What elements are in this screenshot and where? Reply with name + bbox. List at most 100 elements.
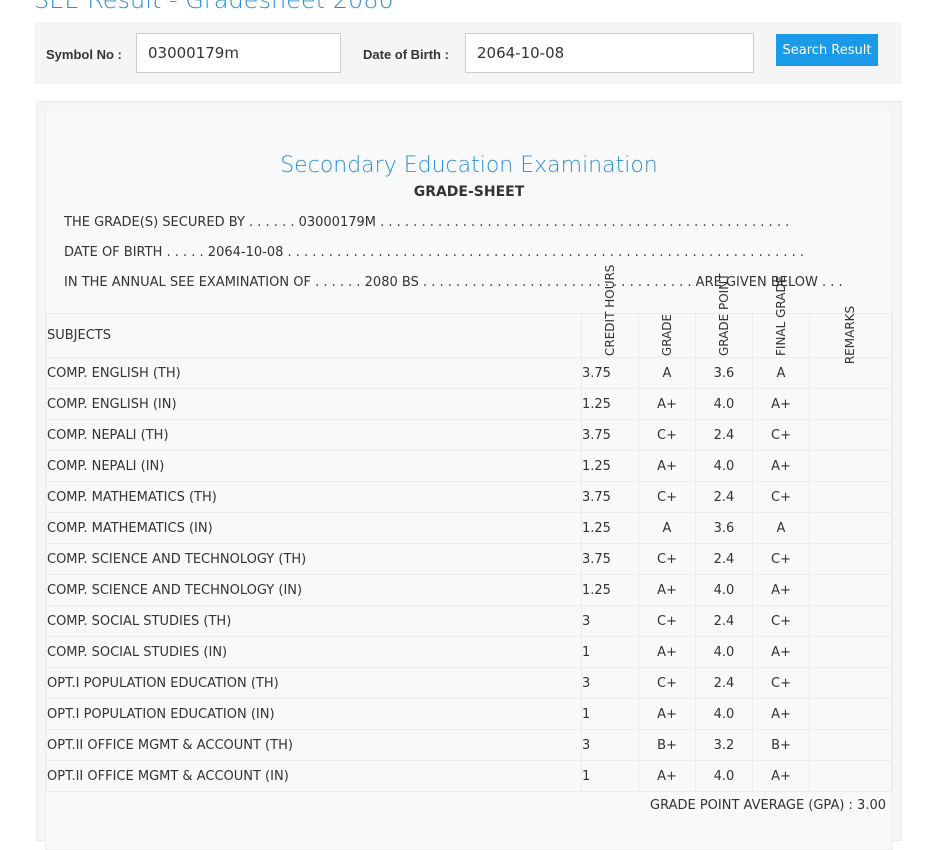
grade-point-cell: 4.0 [695, 574, 753, 606]
grade-cell: A [638, 357, 696, 389]
credit-hours-cell: 1 [581, 698, 639, 730]
subject-cell: COMP. SOCIAL STUDIES (IN) [46, 636, 582, 668]
final-grade-cell: A+ [752, 636, 810, 668]
grade-cell: C+ [638, 419, 696, 451]
grade-cell: A+ [638, 760, 696, 792]
final-grade-cell: A+ [752, 574, 810, 606]
grade-cell: A+ [638, 698, 696, 730]
subject-cell: OPT.I POPULATION EDUCATION (TH) [46, 667, 582, 699]
final-grade-cell: B+ [752, 729, 810, 761]
final-grade-cell: A+ [752, 388, 810, 420]
remarks-cell [809, 419, 892, 451]
final-grade-cell: C+ [752, 543, 810, 575]
final-grade-header: FINAL GRADE [752, 276, 810, 358]
grade-point-cell: 2.4 [695, 667, 753, 699]
remarks-cell [809, 512, 892, 544]
subject-cell: COMP. NEPALI (TH) [46, 419, 582, 451]
subject-cell: COMP. ENGLISH (TH) [46, 357, 582, 389]
credit-hours-cell: 1.25 [581, 574, 639, 606]
subject-cell: COMP. NEPALI (IN) [46, 450, 582, 482]
search-result-button[interactable]: Search Result [776, 34, 878, 66]
remarks-cell [809, 605, 892, 637]
grade-point-cell: 2.4 [695, 481, 753, 513]
remarks-cell [809, 574, 892, 606]
remarks-cell [809, 667, 892, 699]
table-row: COMP. SCIENCE AND TECHNOLOGY (IN) 1.25 A+ 4… [46, 574, 892, 606]
grade-cell: A+ [638, 450, 696, 482]
grade-cell: C+ [638, 605, 696, 637]
subject-cell: COMP. SCIENCE AND TECHNOLOGY (IN) [46, 574, 582, 606]
subject-cell: OPT.I POPULATION EDUCATION (IN) [46, 698, 582, 730]
table-row: OPT.I POPULATION EDUCATION (IN) 1 A+ 4.0 A+ [46, 698, 892, 730]
gradesheet-card: Secondary Education Examination GRADE-SH… [45, 110, 893, 850]
remarks-cell [809, 388, 892, 420]
table-row: COMP. NEPALI (IN) 1.25 A+ 4.0 A+ [46, 450, 892, 482]
credit-hours-cell: 3 [581, 729, 639, 761]
grade-point-cell: 2.4 [695, 419, 753, 451]
gradesheet-heading: GRADE-SHEET [413, 184, 525, 200]
final-grade-cell: A [752, 357, 810, 389]
grade-point-cell: 3.6 [695, 357, 753, 389]
final-grade-cell: C+ [752, 419, 810, 451]
credit-hours-cell: 3 [581, 605, 639, 637]
grade-cell: C+ [638, 667, 696, 699]
final-grade-cell: C+ [752, 605, 810, 637]
credit-hours-cell: 3.75 [581, 419, 639, 451]
credit-hours-header: CREDIT HOURS [581, 265, 639, 358]
subject-cell: COMP. MATHEMATICS (TH) [46, 481, 582, 513]
final-grade-cell: A+ [752, 698, 810, 730]
remarks-cell [809, 636, 892, 668]
gradesheet-panel: Secondary Education Examination GRADE-SH… [36, 101, 902, 850]
table-row: OPT.II OFFICE MGMT & ACCOUNT (TH) 3 B+ 3.2 B… [46, 729, 892, 761]
grade-point-cell: 2.4 [695, 543, 753, 575]
grade-cell: B+ [638, 729, 696, 761]
credit-hours-cell: 1 [581, 636, 639, 668]
table-row: OPT.II OFFICE MGMT & ACCOUNT (IN) 1 A+ 4.0 A… [46, 760, 892, 792]
dob-input[interactable] [465, 33, 754, 73]
remarks-cell [809, 357, 892, 389]
grade-point-cell: 4.0 [695, 388, 753, 420]
symbol-input[interactable] [136, 33, 341, 73]
grade-point-cell: 2.4 [695, 605, 753, 637]
table-row: OPT.I POPULATION EDUCATION (TH) 3 C+ 2.4 C+ [46, 667, 892, 699]
remarks-cell [809, 729, 892, 761]
credit-hours-cell: 1.25 [581, 450, 639, 482]
final-grade-cell: A [752, 512, 810, 544]
grade-point-header-label: GRADE POINT [717, 273, 731, 356]
remarks-header: REMARKS [809, 306, 892, 364]
grade-header: GRADE [638, 313, 696, 358]
grade-cell: C+ [638, 481, 696, 513]
exam-title: Secondary Education Examination [280, 153, 658, 178]
final-grade-cell: C+ [752, 667, 810, 699]
gpa-row: GRADE POINT AVERAGE (GPA) : 3.00 [46, 781, 892, 821]
dob-line: DATE OF BIRTH . . . . . 2064-10-08 . . .… [64, 245, 805, 260]
table-row: COMP. SOCIAL STUDIES (TH) 3 C+ 2.4 C+ [46, 605, 892, 637]
table-row: COMP. ENGLISH (TH) 3.75 A 3.6 A [46, 357, 892, 389]
table-row: COMP. MATHEMATICS (IN) 1.25 A 3.6 A [46, 512, 892, 544]
symbol-label: Symbol No : [46, 47, 122, 62]
table-row: COMP. MATHEMATICS (TH) 3.75 C+ 2.4 C+ [46, 481, 892, 513]
final-grade-cell: A+ [752, 760, 810, 792]
final-grade-cell: A+ [752, 450, 810, 482]
credit-hours-cell: 1.25 [581, 512, 639, 544]
grades-table: SUBJECTS CREDIT HOURS GRADE GRADE POINT … [46, 265, 892, 792]
final-grade-cell: C+ [752, 481, 810, 513]
grade-point-cell: 4.0 [695, 760, 753, 792]
grade-cell: A+ [638, 388, 696, 420]
grade-point-cell: 4.0 [695, 450, 753, 482]
search-bar: Symbol No : Date of Birth : Search Resul… [34, 22, 902, 84]
subject-cell: COMP. SOCIAL STUDIES (TH) [46, 605, 582, 637]
remarks-cell [809, 760, 892, 792]
exam-year-line: IN THE ANNUAL SEE EXAMINATION OF . . . .… [64, 275, 843, 290]
grade-cell: A+ [638, 574, 696, 606]
grade-point-cell: 4.0 [695, 698, 753, 730]
subjects-header: SUBJECTS [46, 313, 582, 358]
subject-cell: OPT.II OFFICE MGMT & ACCOUNT (TH) [46, 729, 582, 761]
subject-cell: COMP. SCIENCE AND TECHNOLOGY (TH) [46, 543, 582, 575]
dob-label: Date of Birth : [363, 47, 449, 62]
remarks-cell [809, 481, 892, 513]
table-row: COMP. ENGLISH (IN) 1.25 A+ 4.0 A+ [46, 388, 892, 420]
grade-point-cell: 3.2 [695, 729, 753, 761]
subject-cell: COMP. MATHEMATICS (IN) [46, 512, 582, 544]
grade-point-cell: 4.0 [695, 636, 753, 668]
